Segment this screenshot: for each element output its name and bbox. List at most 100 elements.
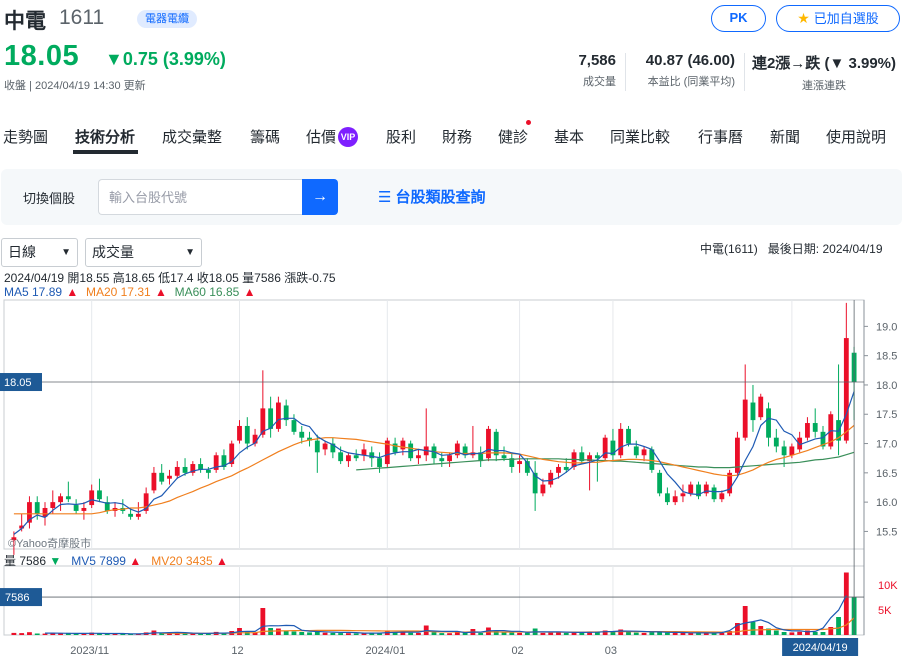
volume-bar: [579, 632, 585, 635]
candle-body: [330, 443, 336, 453]
tab-trades[interactable]: 成交彙整: [162, 129, 223, 146]
candle-body: [361, 449, 367, 456]
list-icon: ☰: [378, 189, 392, 206]
tab-health[interactable]: 健診: [498, 129, 529, 146]
candle-body: [797, 437, 803, 450]
stock-search-input[interactable]: [98, 179, 303, 215]
volume-bar: [182, 633, 188, 635]
pk-button[interactable]: PK: [711, 5, 766, 32]
volume-bar: [478, 632, 484, 635]
industry-tag[interactable]: 電器電纜: [137, 10, 197, 28]
mv5-line: [45, 595, 847, 635]
candle-body: [65, 496, 71, 500]
price-tick-label: 18.0: [876, 380, 897, 392]
candle-body: [626, 428, 631, 444]
candle-body: [346, 455, 351, 462]
candle-body: [781, 446, 787, 456]
search-label: 切換個股: [23, 191, 76, 206]
watchlist-label: 已加自選股: [813, 11, 879, 26]
volume-legend: 量 7586 ▼ MV5 7899 ▲ MV20 3435 ▲: [4, 552, 228, 569]
tab-technical[interactable]: 技術分析: [75, 129, 136, 146]
tab-chips[interactable]: 籌碼: [250, 129, 281, 146]
volume-bar: [524, 632, 530, 635]
category-query-link[interactable]: ☰ 台股類股查詢: [378, 186, 485, 207]
candle-body: [34, 502, 40, 514]
tab-financial[interactable]: 財務: [442, 129, 473, 146]
x-tick-label: 12: [231, 645, 243, 657]
candle-body: [742, 399, 748, 438]
volume-bar: [672, 632, 678, 635]
price-tick-label: 16.0: [876, 497, 897, 509]
period-select-value: 日線: [8, 244, 36, 260]
candle-body: [369, 452, 375, 459]
volume-bar: [843, 572, 849, 635]
candle-body: [400, 440, 406, 450]
tab-help[interactable]: 使用說明: [826, 129, 887, 146]
candle-body: [750, 402, 756, 421]
tab-valuation[interactable]: 估價 VIP: [306, 126, 359, 147]
period-select[interactable]: 日線 ▼: [1, 238, 78, 267]
mv20-line: [161, 617, 855, 634]
candle-body: [501, 455, 507, 459]
ma20-line: [13, 424, 855, 515]
watchlist-button[interactable]: ★ 已加自選股: [776, 5, 900, 32]
volume-bar: [719, 633, 725, 635]
volume-bar: [97, 633, 102, 635]
volume-bar: [330, 632, 336, 635]
volume-bar: [174, 632, 180, 635]
candle-body: [727, 472, 733, 494]
stat-divider: [625, 53, 626, 91]
candle-body: [42, 507, 48, 517]
stat-pe-label: 本益比 (同業平均): [647, 76, 735, 88]
tab-peers[interactable]: 同業比較: [610, 129, 671, 146]
price-chart[interactable]: 2023/11122024/0102030419.018.518.017.517…: [0, 298, 903, 667]
volume-bar: [408, 632, 414, 635]
volume-bar: [571, 631, 577, 635]
candle-body: [680, 493, 686, 497]
volume-bar: [447, 633, 452, 635]
volume-bar: [641, 632, 647, 635]
candle-body: [190, 464, 196, 473]
tab-trend[interactable]: 走勢圖: [3, 129, 49, 146]
volume-bar: [128, 633, 133, 635]
candle-body: [268, 408, 274, 429]
candle-body: [260, 408, 266, 435]
x-tick-label: 2023/11: [70, 645, 109, 657]
volume-bar: [299, 632, 305, 635]
volume-bar: [27, 632, 32, 635]
candle-body: [338, 452, 344, 462]
volume-bar: [307, 632, 312, 635]
candle-body: [672, 496, 678, 503]
candle-body: [143, 493, 149, 511]
up-arrow-icon: ▲: [66, 285, 79, 299]
search-submit-button[interactable]: →: [302, 179, 338, 215]
tab-calendar[interactable]: 行事曆: [698, 129, 744, 146]
stat-pe-value: 40.87 (46.00): [645, 52, 735, 69]
last-date-tag: [782, 638, 859, 656]
candle-body: [151, 472, 157, 491]
candle-body: [688, 484, 694, 494]
tab-dividend[interactable]: 股利: [386, 129, 417, 146]
volume-bar: [836, 617, 841, 635]
ma20-legend: MA20 17.31: [85, 285, 151, 299]
candle-body: [291, 420, 297, 432]
indicator-select[interactable]: 成交量 ▼: [85, 238, 202, 267]
volume-bar: [618, 629, 624, 635]
tab-news[interactable]: 新聞: [770, 129, 801, 146]
candle-body: [73, 505, 79, 511]
candle-body: [174, 466, 180, 476]
volume-bar: [594, 632, 600, 635]
candle-body: [532, 472, 538, 494]
candle-body: [579, 452, 585, 462]
candle-body: [205, 469, 211, 473]
volume-bar: [501, 632, 507, 635]
candle-body: [229, 443, 235, 465]
ma-legend: MA5 17.89 ▲ MA20 17.31 ▲ MA60 16.85 ▲: [4, 285, 257, 299]
volume-bar: [649, 632, 655, 635]
stat-streak: 連2漲→跌 (▼ 3.99%) 連漲連跌: [748, 52, 900, 93]
tab-basic[interactable]: 基本: [554, 129, 585, 146]
volume-bar: [112, 633, 118, 635]
ma60-legend: MA60 16.85: [174, 285, 240, 299]
up-arrow-icon: ▲: [215, 554, 228, 568]
stock-name: 中電: [4, 10, 46, 33]
